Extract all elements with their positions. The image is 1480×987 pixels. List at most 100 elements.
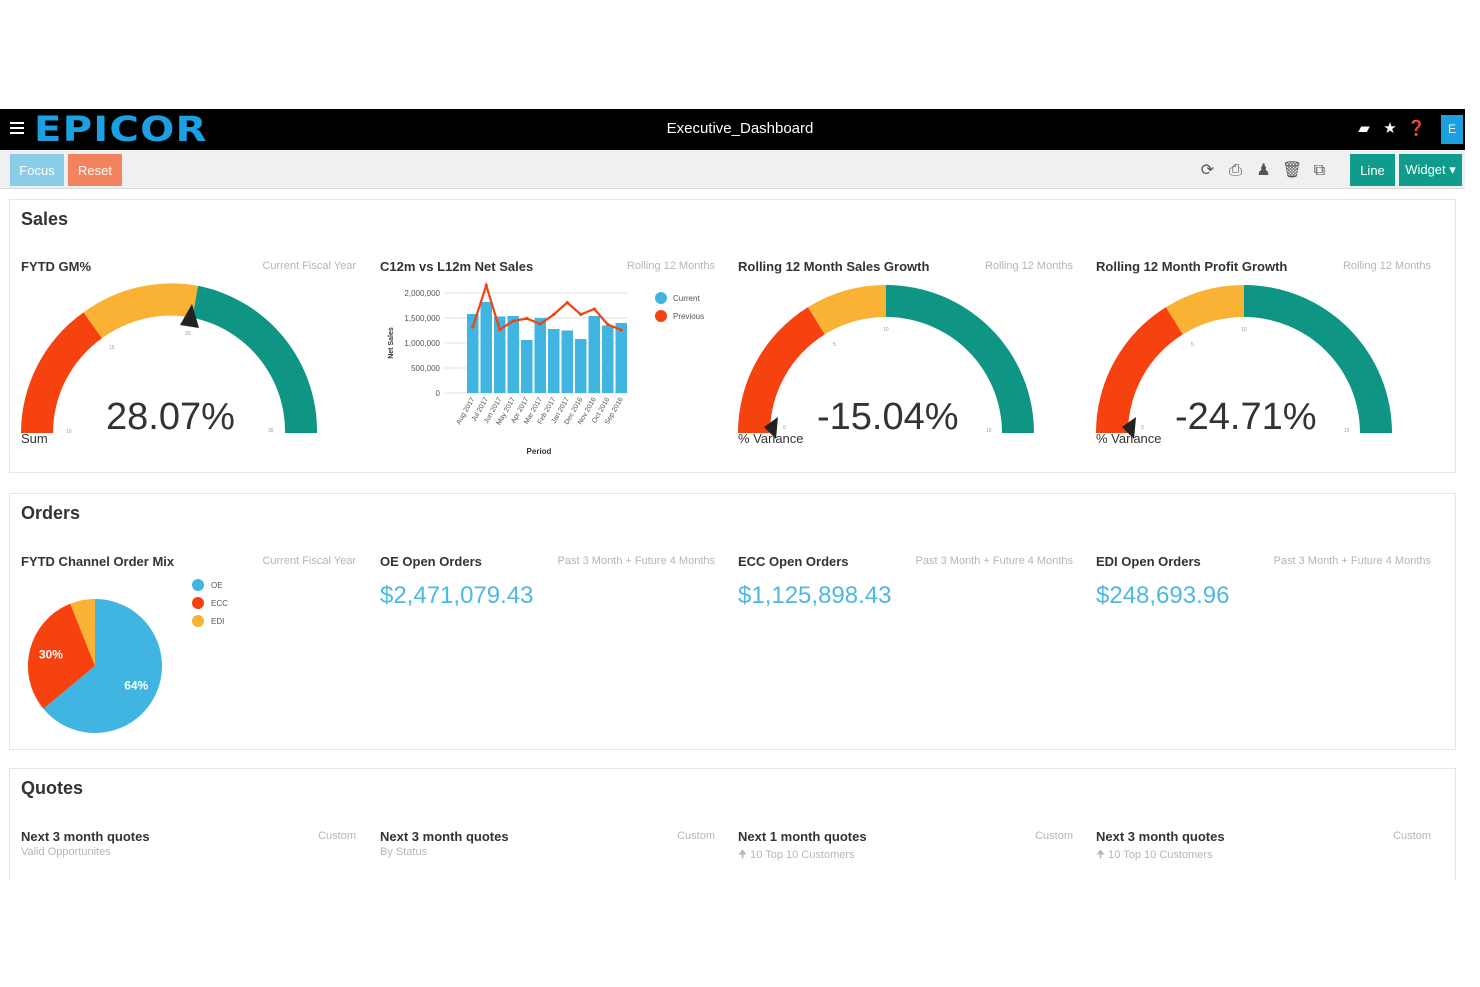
svg-text:5: 5 [1191, 342, 1194, 348]
gauge-label: % Variance [738, 431, 804, 446]
y-axis-label: Net Sales [388, 327, 395, 359]
widget-title: Next 1 month quotes [738, 829, 867, 844]
user-icon[interactable]: ♟ [1256, 160, 1271, 179]
net-sales-widget[interactable]: C12m vs L12m Net Sales Rolling 12 Months… [380, 259, 715, 459]
widget-period: Rolling 12 Months [1342, 260, 1431, 272]
gauge-segment-orange [83, 283, 198, 339]
gauge-segment-teal [886, 285, 1034, 433]
line-button[interactable]: Line [1350, 154, 1395, 186]
pie-slice[interactable] [27, 603, 95, 709]
pie-slice-label: 30% [39, 648, 63, 662]
widget-period: Current Fiscal Year [262, 555, 356, 567]
widget-title: OE Open Orders [380, 554, 482, 569]
legend-swatch [655, 310, 667, 322]
bar-current[interactable] [534, 318, 547, 393]
sales-growth-widget[interactable]: Rolling 12 Month Sales Growth Rolling 12… [738, 259, 1073, 459]
legend-swatch [655, 292, 667, 304]
svg-text:10: 10 [1241, 327, 1247, 333]
point-previous[interactable] [511, 319, 515, 323]
point-previous[interactable] [498, 327, 502, 332]
edi-open-orders-widget[interactable]: EDI Open Orders Past 3 Month + Future 4 … [1096, 554, 1431, 634]
user-avatar[interactable]: E [1441, 115, 1463, 144]
point-previous[interactable] [592, 307, 596, 311]
svg-text:35: 35 [268, 428, 274, 434]
gauge-segment-teal [1244, 285, 1392, 433]
bar-current[interactable] [575, 339, 587, 393]
point-previous[interactable] [552, 312, 556, 317]
bar-current[interactable] [480, 302, 493, 393]
point-previous[interactable] [579, 312, 583, 317]
point-previous[interactable] [606, 322, 610, 327]
quotes-widget-4[interactable]: Next 3 month quotes Custom 🠉 10 Top 10 C… [1096, 829, 1431, 879]
point-previous[interactable] [484, 283, 488, 288]
oe-open-orders-value: $2,471,079.43 [380, 582, 534, 609]
bar-current[interactable] [602, 325, 614, 394]
widget-period: Past 3 Month + Future 4 Months [1273, 555, 1431, 567]
y-tick-label: 2,000,000 [404, 289, 440, 298]
y-tick-label: 1,000,000 [404, 339, 440, 348]
pie-slice-label: 64% [124, 678, 148, 692]
quotes-widget-3[interactable]: Next 1 month quotes Custom 🠉 10 Top 10 C… [738, 829, 1073, 879]
widget-period: Custom [1393, 830, 1431, 842]
svg-text:15: 15 [1344, 428, 1350, 434]
quotes-widget-1[interactable]: Next 3 month quotes Custom Valid Opportu… [21, 829, 356, 879]
widget-title: Rolling 12 Month Sales Growth [738, 259, 930, 274]
net-sales-chart: 2,000,000 1,500,000 1,000,000 500,000 0 Net S… [388, 281, 704, 456]
pie-slice[interactable] [43, 599, 162, 733]
bar-current[interactable] [507, 316, 520, 393]
pie-slice[interactable] [70, 599, 95, 666]
refresh-icon[interactable]: ⟳ [1200, 160, 1215, 179]
gauge-profit-growth: 5 10 0 15 [1096, 284, 1392, 439]
svg-text:10: 10 [883, 327, 889, 333]
bar-current[interactable] [467, 314, 479, 393]
svg-text:15: 15 [109, 345, 115, 351]
bar-current[interactable] [548, 329, 560, 393]
gauge-segment-red [738, 307, 825, 433]
oe-open-orders-widget[interactable]: OE Open Orders Past 3 Month + Future 4 M… [380, 554, 715, 634]
widget-title: Next 3 month quotes [21, 829, 150, 844]
gauge-value: -24.71% [1175, 396, 1317, 438]
fytd-gm-widget[interactable]: FYTD GM% Current Fiscal Year 15 20 10 35… [21, 259, 356, 459]
svg-text:5: 5 [833, 342, 836, 348]
channel-mix-widget[interactable]: FYTD Channel Order Mix Current Fiscal Ye… [21, 554, 356, 739]
point-previous[interactable] [525, 316, 529, 321]
legend-label: ECC [211, 599, 228, 608]
ecc-open-orders-widget[interactable]: ECC Open Orders Past 3 Month + Future 4 … [738, 554, 1073, 634]
reset-button[interactable]: Reset [68, 154, 122, 186]
widget-title: ECC Open Orders [738, 554, 849, 569]
legend-label: Current [673, 294, 700, 303]
svg-text:10: 10 [66, 429, 72, 435]
orders-section: Orders FYTD Channel Order Mix Current Fi… [9, 493, 1456, 750]
toolbar: Focus Reset ⟳ ⎙ ♟ 🗑 ⧉ Line Widget ▾ [0, 150, 1465, 189]
bar-current[interactable] [521, 340, 533, 393]
bar-current[interactable] [588, 316, 601, 393]
widget-period: Past 3 Month + Future 4 Months [557, 555, 715, 567]
sales-section: Sales FYTD GM% Current Fiscal Year 15 20… [9, 199, 1456, 473]
gauge-segment-orange [808, 284, 886, 335]
profit-growth-widget[interactable]: Rolling 12 Month Profit Growth Rolling 1… [1096, 259, 1431, 459]
bar-current[interactable] [615, 323, 628, 393]
legend-swatch [192, 597, 204, 609]
star-icon[interactable]: ★ [1383, 119, 1397, 137]
gauge-value: 28.07% [106, 396, 235, 438]
menu-icon[interactable] [10, 122, 24, 136]
point-previous[interactable] [565, 300, 569, 305]
point-previous[interactable] [538, 322, 542, 326]
copy-icon[interactable]: ⧉ [1313, 160, 1326, 179]
bar-current[interactable] [494, 316, 506, 394]
section-title: Orders [21, 503, 81, 523]
quotes-widget-2[interactable]: Next 3 month quotes Custom By Status [380, 829, 715, 879]
chat-icon[interactable]: ▰ [1358, 119, 1370, 137]
page-title: Executive_Dashboard [666, 120, 814, 137]
widget-dropdown-button[interactable]: Widget ▾ [1399, 154, 1462, 186]
focus-button[interactable]: Focus [10, 154, 64, 186]
help-icon[interactable]: ❓ [1407, 119, 1426, 137]
edi-open-orders-value: $248,693.96 [1096, 582, 1230, 609]
dashboard-app: EPICOR Executive_Dashboard ▰ ★ ❓ E Focus… [0, 109, 1465, 879]
print-icon[interactable]: ⎙ [1229, 160, 1242, 179]
gauge-segment-red [21, 312, 102, 433]
point-previous[interactable] [619, 328, 623, 332]
point-previous[interactable] [471, 325, 475, 329]
bar-current[interactable] [561, 330, 574, 394]
trash-icon[interactable]: 🗑 [1282, 160, 1303, 179]
